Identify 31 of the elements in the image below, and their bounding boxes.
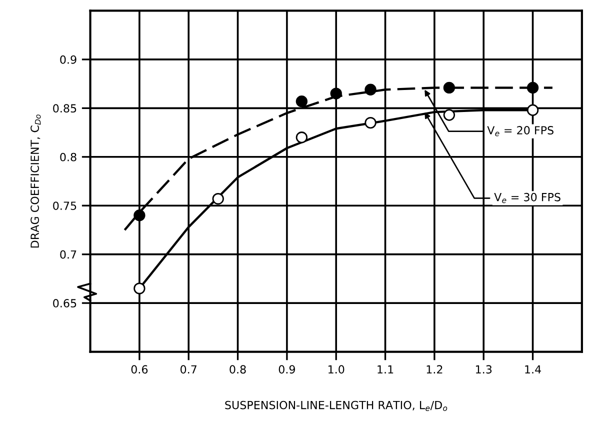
x-tick-label: 0.8 <box>230 365 246 374</box>
point <box>526 82 539 94</box>
point <box>443 109 456 121</box>
x-tick-label: 1.3 <box>476 365 492 374</box>
x-tick-label: 1.0 <box>328 365 344 374</box>
point <box>526 104 539 116</box>
x-tick-label: 1.1 <box>378 365 394 374</box>
x-tick-label: 0.6 <box>131 365 148 374</box>
x-tick-label: 1.2 <box>426 365 442 374</box>
point <box>330 88 342 100</box>
y-tick-label: 0.8 <box>60 152 76 162</box>
y-tick-label: 0.9 <box>60 55 76 64</box>
point <box>364 84 376 96</box>
point <box>134 210 146 222</box>
point <box>443 82 456 94</box>
y-axis-title: DRAG COEFFICIENT, C$_{Do}$ <box>30 114 41 248</box>
annotation: V$_{e}$ = 20 FPS <box>487 126 554 136</box>
y-tick-label: 0.85 <box>53 104 76 113</box>
x-tick-label: 0.9 <box>278 365 295 374</box>
x-tick-label: 1.4 <box>525 365 541 374</box>
point <box>134 282 146 294</box>
x-axis-title: SUSPENSION-LINE-LENGTH RATIO, L$_{e}$/D$_{o}$ <box>225 400 448 412</box>
point <box>296 96 308 108</box>
x-tick-label: 0.7 <box>180 365 196 374</box>
annotation: V$_{e}$ = 30 FPS <box>494 192 560 204</box>
point <box>296 132 308 144</box>
point <box>212 192 224 205</box>
y-tick-label: 0.75 <box>53 202 76 210</box>
point <box>364 116 376 129</box>
y-tick-label: 0.65 <box>53 299 76 308</box>
y-tick-label: 0.7 <box>60 250 76 259</box>
